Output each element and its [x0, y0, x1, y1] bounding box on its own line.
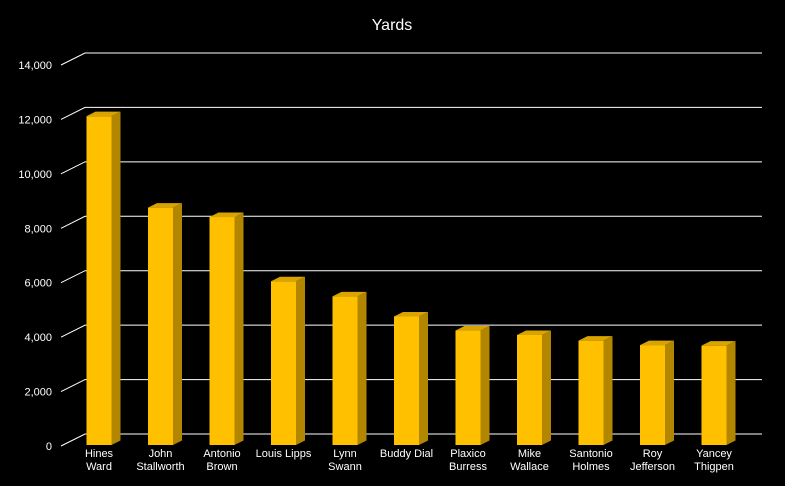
bar-front	[148, 207, 173, 445]
bar-front	[640, 345, 665, 445]
bar-front	[701, 345, 727, 445]
gridline	[60, 52, 762, 66]
gridline	[60, 270, 762, 284]
bar-side	[357, 291, 367, 445]
y-axis-tick-labels: 0 2,000 4,000 6,000 8,000 10,000 12,000 14,000	[18, 60, 52, 453]
x-tick-label: Yancey Thigpen	[694, 448, 734, 473]
bar	[640, 340, 674, 445]
bar-side	[419, 311, 428, 445]
bar	[394, 311, 428, 445]
bar-top	[332, 291, 367, 297]
bar-top	[209, 212, 244, 218]
bar-top	[578, 336, 613, 341]
bar-side	[665, 340, 674, 445]
x-axis-category-labels: Hines Ward John Stallworth Antonio Brown Louis…	[85, 448, 734, 473]
bar-front	[271, 281, 296, 445]
bar	[86, 111, 121, 445]
x-tick-label: Louis Lipps	[256, 448, 312, 460]
bar	[148, 203, 182, 445]
gridline	[60, 324, 762, 338]
bar-side	[111, 111, 121, 445]
x-tick-label: John Stallworth	[136, 448, 184, 473]
y-tick-label: 2,000	[24, 387, 52, 399]
bar-top	[394, 311, 428, 317]
bar-front	[455, 330, 481, 445]
bar-top	[148, 203, 182, 208]
gridline	[60, 215, 762, 229]
bar	[271, 276, 305, 445]
bar-side	[480, 326, 490, 445]
y-tick-label: 10,000	[18, 169, 52, 181]
y-tick-label: 12,000	[18, 114, 52, 126]
bar-top	[271, 276, 305, 282]
bar	[701, 341, 736, 445]
bar-side	[234, 212, 244, 445]
bars	[86, 111, 736, 445]
gridline	[60, 106, 762, 120]
bar	[455, 326, 490, 445]
bar-front	[578, 340, 604, 445]
y-tick-label: 8,000	[24, 223, 52, 235]
y-tick-label: 0	[46, 441, 52, 453]
y-tick-label: 6,000	[24, 278, 52, 290]
bar-top	[640, 340, 674, 346]
bar-top	[86, 111, 121, 117]
x-tick-label: Roy Jefferson	[630, 448, 675, 473]
gridlines	[60, 52, 762, 447]
x-tick-label: Hines Ward	[85, 448, 114, 473]
y-tick-label: 14,000	[18, 60, 52, 72]
bar-side	[603, 336, 613, 445]
x-tick-label: Buddy Dial	[380, 448, 433, 460]
bar-top	[517, 330, 551, 335]
x-tick-label: Mike Wallace	[510, 448, 549, 473]
x-tick-label: Santonio Holmes	[569, 448, 612, 473]
bar-side	[296, 276, 305, 445]
x-tick-label: Antonio Brown	[203, 448, 240, 473]
x-tick-label: Plaxico Burress	[449, 448, 487, 473]
bar	[517, 330, 551, 445]
bar-front	[517, 334, 542, 445]
bar-side	[726, 341, 736, 445]
bar-side	[173, 203, 182, 445]
bar	[578, 336, 613, 445]
x-tick-label: Lynn Swann	[328, 448, 362, 473]
gridline	[60, 161, 762, 175]
bar-front	[86, 116, 112, 445]
bar	[332, 291, 367, 445]
bar-front	[332, 296, 358, 445]
bar-front	[394, 316, 419, 445]
chart-title: Yards	[372, 17, 413, 34]
bar-top	[455, 326, 490, 331]
bar-side	[542, 330, 551, 445]
bar	[209, 212, 244, 445]
y-tick-label: 4,000	[24, 332, 52, 344]
bar-front	[209, 217, 235, 445]
bar-top	[701, 341, 736, 346]
